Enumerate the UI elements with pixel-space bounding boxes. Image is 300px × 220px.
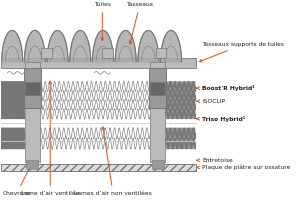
FancyBboxPatch shape [1,58,196,68]
Polygon shape [115,30,136,62]
Polygon shape [138,30,159,62]
FancyBboxPatch shape [1,163,196,171]
Text: Boost'R Hybrid¹: Boost'R Hybrid¹ [196,85,255,91]
Text: Plaque de plâtre sur ossature: Plaque de plâtre sur ossature [196,165,291,170]
FancyBboxPatch shape [156,48,167,58]
Text: Chevrons: Chevrons [3,166,31,196]
Text: Lame d’air ventilée: Lame d’air ventilée [21,81,80,196]
Text: Triso Hybrid¹: Triso Hybrid¹ [196,116,246,122]
FancyBboxPatch shape [152,160,164,169]
FancyBboxPatch shape [25,62,40,162]
Text: ISOCLIP: ISOCLIP [196,99,226,104]
FancyBboxPatch shape [26,160,38,169]
Text: Tuiles: Tuiles [94,2,111,40]
Text: Lames d’air non ventilées: Lames d’air non ventilées [74,127,152,196]
Polygon shape [24,30,45,62]
FancyBboxPatch shape [102,48,113,58]
Polygon shape [70,30,91,62]
FancyBboxPatch shape [150,62,165,162]
Polygon shape [160,30,182,62]
FancyBboxPatch shape [25,82,40,95]
FancyBboxPatch shape [149,68,166,108]
Polygon shape [47,30,68,62]
Text: Entretoise: Entretoise [196,158,233,163]
Text: Tasseaux supports de tuiles: Tasseaux supports de tuiles [200,42,284,62]
Text: Tasseaux: Tasseaux [126,2,153,44]
Polygon shape [92,30,113,62]
Polygon shape [2,30,22,62]
FancyBboxPatch shape [23,68,41,108]
FancyBboxPatch shape [41,48,52,58]
FancyBboxPatch shape [150,82,165,95]
